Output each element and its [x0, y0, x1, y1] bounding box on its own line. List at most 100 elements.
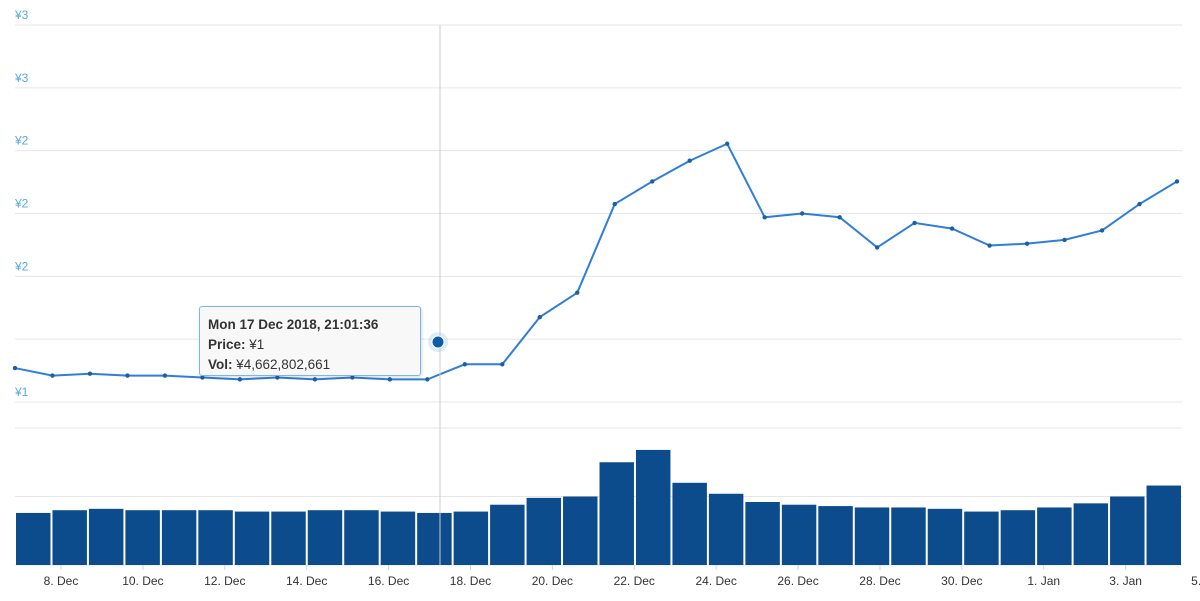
- volume-bars: [16, 449, 1181, 565]
- price-point: [687, 158, 692, 163]
- price-point: [987, 243, 992, 248]
- price-point: [1062, 237, 1067, 243]
- tooltip-vol-value: ¥4,662,802,661: [236, 357, 331, 372]
- x-tick-label: 14. Dec: [286, 574, 327, 588]
- y-tick-label: ¥3: [14, 71, 29, 85]
- price-point: [162, 373, 168, 378]
- x-tick-label: 8. Dec: [44, 574, 79, 588]
- volume-bar: [417, 512, 452, 565]
- volume-bar: [635, 449, 671, 565]
- price-point: [462, 362, 468, 367]
- y-axis-ticks: ¥3 ¥3 ¥2 ¥2 ¥2 ¥1: [14, 8, 29, 399]
- volume-bar: [563, 496, 598, 565]
- volume-bar: [708, 493, 744, 565]
- price-line-layer: [12, 141, 1180, 382]
- price-point: [500, 362, 505, 367]
- volume-bar: [52, 510, 87, 565]
- price-point: [537, 314, 542, 320]
- volume-bar: [927, 508, 963, 565]
- volume-bar: [1146, 485, 1181, 565]
- volume-bar: [490, 504, 525, 565]
- price-point: [762, 215, 767, 220]
- x-tick-label: 22. Dec: [614, 574, 655, 588]
- y-tick-label: ¥2: [14, 259, 29, 273]
- volume-bar: [161, 510, 197, 565]
- x-tick-label: 24. Dec: [695, 574, 736, 588]
- volume-bar: [854, 507, 890, 565]
- volume-bar: [526, 497, 562, 565]
- tooltip-date: Mon 17 Dec 2018, 21:01:36: [208, 317, 379, 332]
- volume-bar: [891, 507, 926, 565]
- y-tick-label: ¥3: [14, 8, 29, 22]
- x-tick-label: 3. Jan: [1109, 574, 1142, 588]
- price-point: [200, 375, 205, 380]
- price-line: [14, 142, 1178, 381]
- x-tick-label: 16. Dec: [368, 574, 409, 588]
- price-point: [1099, 228, 1105, 233]
- tooltip-vol-label: Vol:: [208, 357, 233, 372]
- price-point: [575, 290, 580, 295]
- price-point: [387, 377, 393, 382]
- price-point: [350, 375, 355, 380]
- tooltip-price-label: Price:: [208, 337, 246, 352]
- volume-bar: [125, 510, 160, 565]
- hover-marker[interactable]: [431, 335, 445, 349]
- x-tick-label: 1. Jan: [1027, 574, 1060, 588]
- price-point: [949, 226, 955, 231]
- volume-bar: [964, 511, 999, 565]
- price-point: [50, 373, 55, 378]
- price-point: [1137, 201, 1142, 207]
- price-point: [912, 220, 917, 226]
- x-tick-label: 5. Jan: [1191, 574, 1200, 588]
- x-tick-label: 26. Dec: [777, 574, 818, 588]
- price-point: [12, 365, 18, 371]
- x-tick-label: 30. Dec: [941, 574, 982, 588]
- price-point: [237, 377, 243, 382]
- x-tick-label: 20. Dec: [532, 574, 573, 588]
- x-tick-label: 10. Dec: [122, 574, 163, 588]
- price-point: [1024, 241, 1030, 246]
- price-point: [125, 373, 130, 378]
- y-tick-label: ¥2: [14, 197, 29, 211]
- volume-bar: [1000, 510, 1036, 565]
- volume-bar: [1037, 507, 1072, 565]
- volume-bar: [271, 511, 306, 565]
- price-point: [874, 245, 880, 250]
- x-tick-label: 28. Dec: [859, 574, 900, 588]
- price-point: [650, 179, 655, 184]
- y-tick-label: ¥2: [14, 134, 29, 148]
- price-point: [1174, 179, 1180, 184]
- volume-bar: [453, 511, 489, 565]
- volume-bar: [781, 504, 817, 565]
- volume-bar: [672, 482, 707, 565]
- price-point: [87, 371, 93, 376]
- x-axis-ticks: 8. Dec 10. Dec 12. Dec 14. Dec 16. Dec 18. De…: [44, 565, 1200, 588]
- price-point: [425, 377, 430, 382]
- volume-bar: [380, 511, 416, 565]
- y-tick-label: ¥1: [14, 385, 29, 399]
- volume-bar: [88, 508, 124, 565]
- volume-bar: [818, 506, 853, 565]
- price-point: [612, 201, 617, 207]
- volume-bar: [745, 501, 780, 565]
- volume-bar: [234, 511, 270, 565]
- x-tick-label: 18. Dec: [450, 574, 491, 588]
- price-point: [837, 215, 842, 220]
- volume-bar: [307, 510, 343, 565]
- volume-bar: [16, 512, 51, 565]
- grid-layer: [15, 24, 1182, 566]
- volume-bar: [1073, 503, 1109, 565]
- price-point: [312, 377, 318, 382]
- volume-bar: [1110, 496, 1145, 565]
- x-tick-label: 12. Dec: [204, 574, 245, 588]
- volume-bar: [599, 462, 634, 565]
- volume-bar: [198, 510, 233, 565]
- volume-bar: [344, 510, 379, 565]
- price-point: [799, 211, 805, 216]
- tooltip: Mon 17 Dec 2018, 21:01:36 Price: ¥1 Vol:…: [199, 306, 421, 376]
- price-point: [275, 375, 280, 380]
- tooltip-price-value: ¥1: [249, 337, 265, 352]
- price-point: [724, 141, 730, 146]
